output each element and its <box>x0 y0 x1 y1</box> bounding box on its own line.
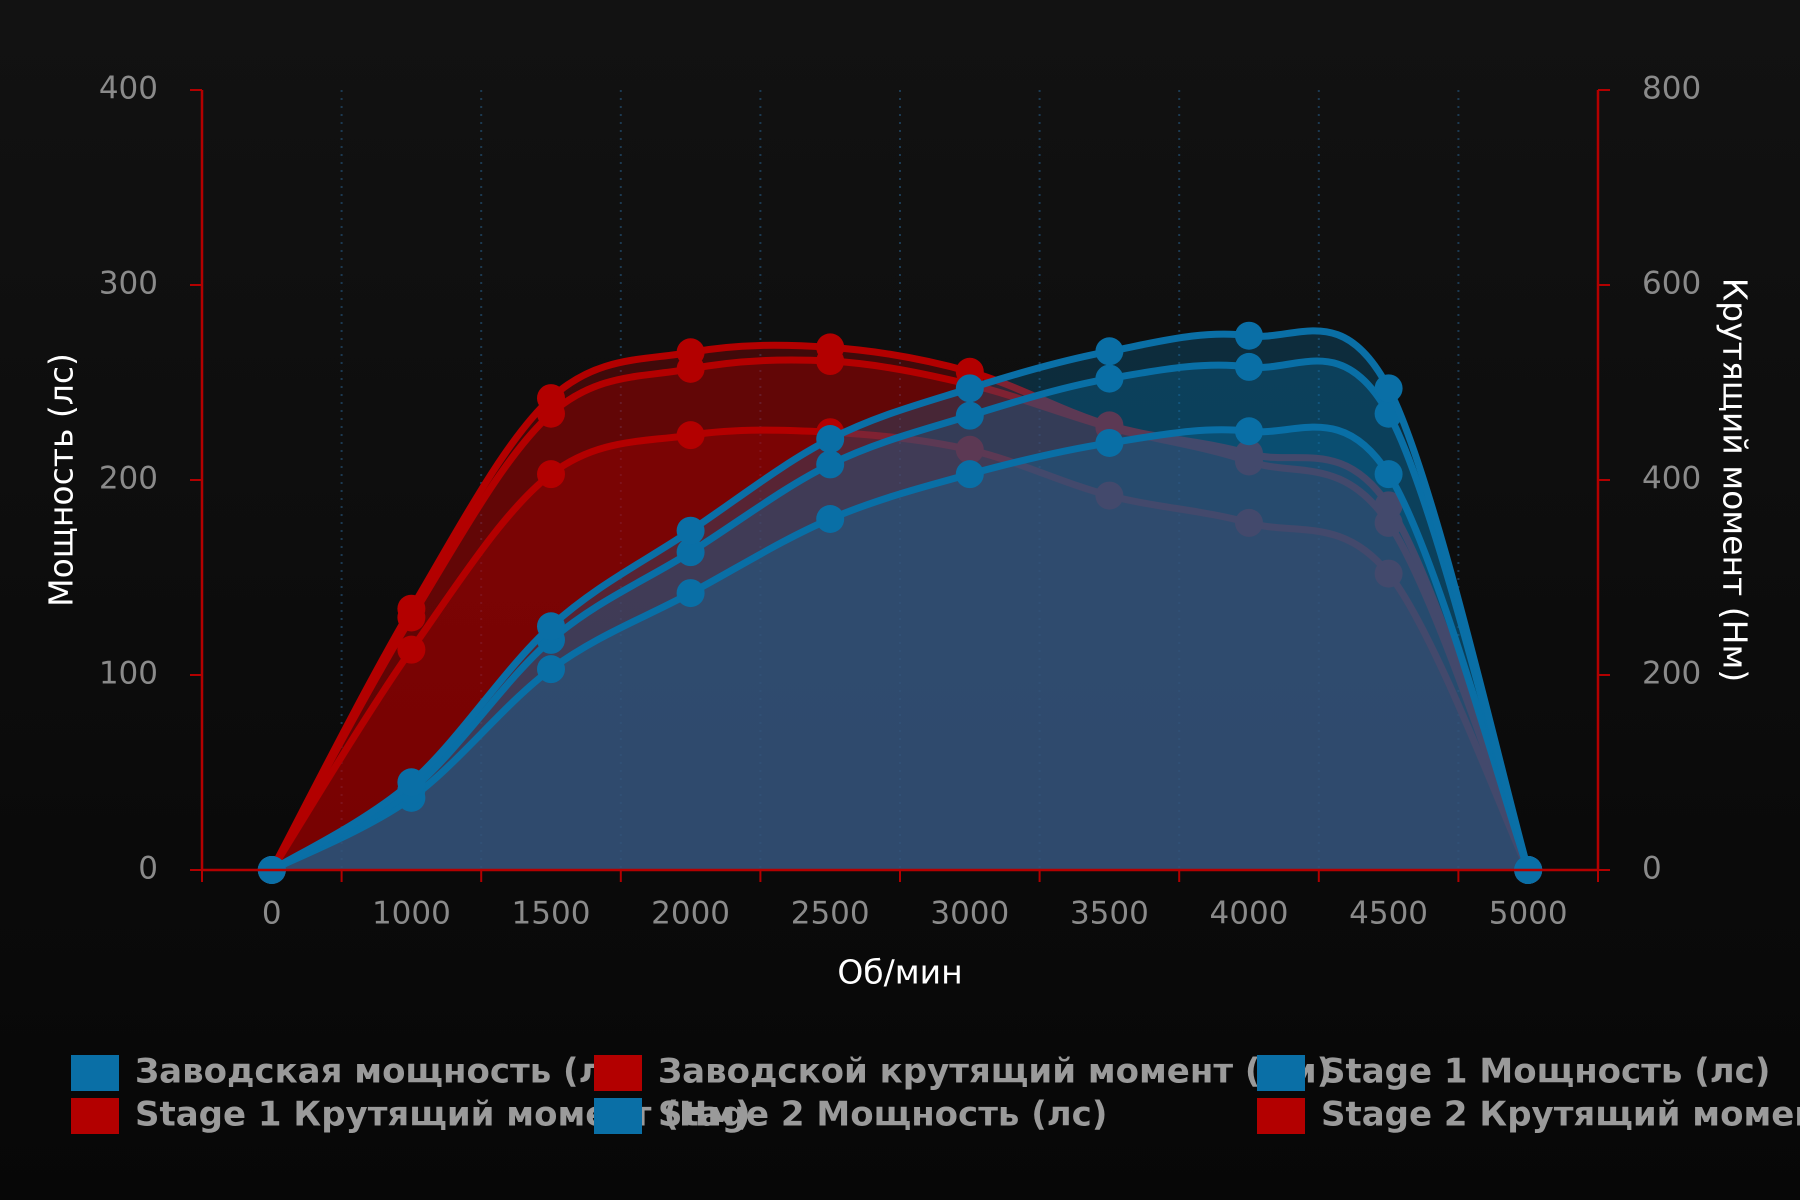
y2-tick-label: 200 <box>1642 656 1701 692</box>
legend-swatch <box>1257 1055 1305 1091</box>
data-point <box>676 538 705 567</box>
data-point <box>537 655 565 684</box>
data-point <box>1374 491 1403 520</box>
series-area <box>271 427 1529 870</box>
data-point <box>1235 352 1263 381</box>
data-point <box>955 374 984 403</box>
data-point <box>676 579 705 608</box>
y-tick-label: 100 <box>99 656 158 692</box>
data-point <box>1235 439 1263 468</box>
data-point <box>1095 481 1124 510</box>
data-point <box>816 450 845 479</box>
y-tick-label: 200 <box>99 461 158 497</box>
data-point <box>397 768 426 797</box>
data-point <box>1374 460 1403 489</box>
y-tick-label: 0 <box>138 851 158 887</box>
data-point <box>676 338 705 367</box>
legend-label: Заводской крутящий момент (Нм) <box>658 1052 1332 1092</box>
plot-area <box>257 321 1543 884</box>
data-point <box>955 460 984 489</box>
legend-label: Заводская мощность (лс) <box>135 1052 639 1092</box>
data-point <box>1095 337 1124 366</box>
legend-label: Stage 1 Крутящий момент (Нм) <box>135 1095 751 1135</box>
legend-swatch <box>594 1055 642 1091</box>
data-point <box>955 435 984 464</box>
series-line <box>268 341 1532 872</box>
series-line <box>268 356 1532 872</box>
x-tick-label: 1500 <box>512 896 591 932</box>
series-area <box>271 330 1529 870</box>
y2-tick-label: 400 <box>1642 461 1701 497</box>
y-tick-label: 400 <box>99 71 158 107</box>
y2-axis-title: Крутящий момент (Нм) <box>1716 278 1755 682</box>
data-point <box>676 421 705 450</box>
data-point <box>1235 321 1263 350</box>
x-tick-label: 4500 <box>1349 896 1428 932</box>
data-point <box>676 516 705 545</box>
x-tick-label: 3000 <box>930 896 1009 932</box>
x-tick-label: 3500 <box>1070 896 1149 932</box>
x-axis-title: Об/мин <box>837 953 962 992</box>
x-tick-label: 2500 <box>791 896 870 932</box>
legend-label: Stage 1 Мощность (лс) <box>1321 1052 1770 1092</box>
y-axis-title: Мощность (лс) <box>42 353 81 607</box>
data-point <box>537 384 565 413</box>
legend-swatch <box>71 1098 119 1134</box>
legend-swatch <box>71 1055 119 1091</box>
series-area <box>271 359 1529 870</box>
legend-label: Stage 2 Крутящий момент (Нм) <box>1321 1095 1800 1135</box>
y2-tick-label: 800 <box>1642 71 1701 107</box>
data-point <box>955 401 984 430</box>
x-tick-label: 1000 <box>372 896 451 932</box>
data-point <box>397 635 426 664</box>
data-point <box>816 425 845 454</box>
data-point <box>816 505 845 533</box>
data-point <box>1374 559 1403 588</box>
y-tick-label: 300 <box>99 266 158 302</box>
data-point <box>1095 428 1124 457</box>
x-tick-label: 5000 <box>1489 896 1568 932</box>
series-area <box>271 361 1529 870</box>
data-point <box>816 333 845 362</box>
x-tick-label: 4000 <box>1210 896 1289 932</box>
x-tick-label: 2000 <box>651 896 730 932</box>
legend-swatch <box>594 1098 642 1134</box>
legend: Заводская мощность (лс) Заводской крутящи… <box>71 1052 1800 1135</box>
data-point <box>1235 508 1263 537</box>
data-point <box>397 594 426 623</box>
data-point <box>1374 374 1403 403</box>
data-point <box>1235 417 1263 446</box>
data-point <box>537 612 565 641</box>
series-area <box>271 345 1529 870</box>
y2-tick-label: 0 <box>1642 851 1662 887</box>
series-area <box>271 430 1529 870</box>
legend-label: Stage 2 Мощность (лс) <box>658 1095 1107 1135</box>
legend-swatch <box>1257 1098 1305 1134</box>
y2-tick-label: 600 <box>1642 266 1701 302</box>
x-tick-label: 0 <box>262 896 282 932</box>
data-point <box>1095 364 1124 393</box>
grid <box>340 90 1460 870</box>
data-point <box>537 460 565 489</box>
